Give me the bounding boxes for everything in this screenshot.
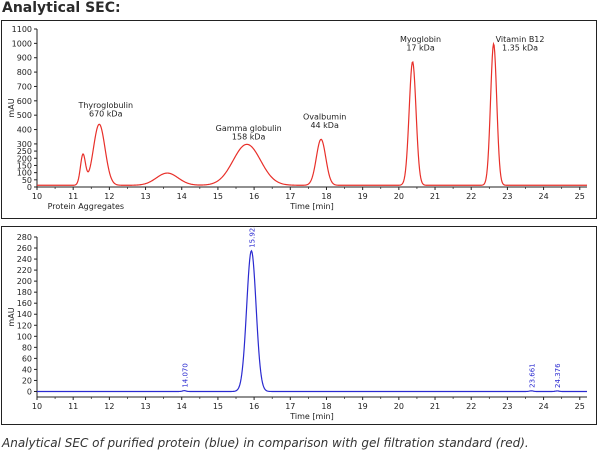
x-tick-label: 12 bbox=[104, 402, 114, 411]
sample-chromatogram: 0 20 40 60 80 100 120 140 160 180 200 220 240 260 280 1… bbox=[7, 227, 587, 421]
y-tick-label: 100 bbox=[17, 169, 32, 178]
x-tick-label: 13 bbox=[140, 402, 150, 411]
x-tick-label: 20 bbox=[394, 402, 404, 411]
x-tick-label: 25 bbox=[575, 192, 585, 201]
y-tick-label: 250 bbox=[17, 147, 32, 156]
x-tick-label: 11 bbox=[68, 192, 78, 201]
y-tick-label: 60 bbox=[22, 354, 32, 363]
x-tick-label: 13 bbox=[140, 192, 150, 201]
peak-annotation: 17 kDa bbox=[406, 44, 435, 53]
x-tick-label: 14 bbox=[177, 402, 187, 411]
standard-chart-panel: 0 50 100 150 200 250 300 400 500 600 700 800 900 1000… bbox=[1, 20, 597, 219]
x-tick-label: 21 bbox=[430, 192, 440, 201]
x-tick-label: 21 bbox=[430, 402, 440, 411]
x-tick-label: 22 bbox=[466, 192, 476, 201]
x-tick-label: 24 bbox=[538, 192, 548, 201]
figure-caption: Analytical SEC of purified protein (blue… bbox=[2, 436, 529, 450]
y-tick-label: 800 bbox=[17, 68, 32, 77]
x-axis-label: Time [min] bbox=[289, 202, 333, 211]
x-tick-label: 18 bbox=[321, 402, 331, 411]
x-tick-label: 19 bbox=[358, 402, 368, 411]
x-tick-label: 17 bbox=[285, 402, 295, 411]
x-tick-label: 15 bbox=[213, 192, 223, 201]
y-tick-label: 120 bbox=[17, 321, 32, 330]
y-tick-label: 600 bbox=[17, 97, 32, 106]
x-tick-label: 15 bbox=[213, 402, 223, 411]
x-tick-label: 23 bbox=[502, 402, 512, 411]
x-axis-label: Time [min] bbox=[289, 412, 333, 421]
x-tick-label: 16 bbox=[249, 402, 259, 411]
y-tick-label: 500 bbox=[17, 111, 32, 120]
y-tick-label: 220 bbox=[17, 266, 32, 275]
y-tick-label: 0 bbox=[27, 183, 32, 192]
x-tick-label: 14 bbox=[177, 192, 187, 201]
y-tick-label: 0 bbox=[27, 387, 32, 396]
y-axis-label: mAU bbox=[7, 98, 16, 117]
retention-time-label: 14.070 bbox=[181, 363, 189, 388]
y-tick-label: 180 bbox=[17, 288, 32, 297]
x-tick-label: 11 bbox=[68, 402, 78, 411]
y-tick-label: 900 bbox=[17, 54, 32, 63]
peak-annotation: 44 kDa bbox=[310, 121, 339, 130]
y-tick-label: 150 bbox=[17, 161, 32, 170]
retention-time-label: 23.661 bbox=[528, 363, 536, 388]
x-tick-label: 17 bbox=[285, 192, 295, 201]
x-tick-label: 23 bbox=[502, 192, 512, 201]
y-tick-label: 40 bbox=[22, 365, 32, 374]
y-tick-label: 700 bbox=[17, 82, 32, 91]
x-tick-label: 20 bbox=[394, 192, 404, 201]
y-axis-label: mAU bbox=[7, 307, 16, 326]
peak-annotation: Protein Aggregates bbox=[48, 202, 124, 211]
y-tick-label: 80 bbox=[22, 343, 32, 352]
retention-time-label: 15.925 bbox=[248, 227, 256, 248]
x-tick-label: 18 bbox=[321, 192, 331, 201]
y-tick-label: 160 bbox=[17, 299, 32, 308]
y-tick-label: 260 bbox=[17, 244, 32, 253]
x-tick-label: 16 bbox=[249, 192, 259, 201]
x-tick-label: 22 bbox=[466, 402, 476, 411]
x-tick-label: 19 bbox=[358, 192, 368, 201]
x-tick-label: 25 bbox=[575, 402, 585, 411]
peak-annotation: Ovalbumin bbox=[303, 112, 346, 121]
y-tick-label: 100 bbox=[17, 332, 32, 341]
peak-annotation: 158 kDa bbox=[232, 133, 266, 142]
y-tick-label: 280 bbox=[17, 233, 32, 242]
y-tick-label: 200 bbox=[17, 154, 32, 163]
y-tick-label: 240 bbox=[17, 255, 32, 264]
x-tick-label: 12 bbox=[104, 192, 114, 201]
peak-annotation: Vitamin B12 bbox=[496, 35, 545, 44]
peak-annotation: Myoglobin bbox=[400, 35, 441, 44]
y-tick-label: 400 bbox=[17, 126, 32, 135]
peak-annotation: Gamma globulin bbox=[216, 124, 282, 133]
peak-annotation: 670 kDa bbox=[89, 110, 123, 119]
x-tick-label: 10 bbox=[32, 192, 42, 201]
series-line-0 bbox=[37, 41, 587, 186]
y-tick-label: 300 bbox=[17, 140, 32, 149]
retention-time-label: 24.376 bbox=[554, 363, 562, 388]
y-tick-label: 200 bbox=[17, 277, 32, 286]
page-heading: Analytical SEC: bbox=[2, 0, 121, 16]
y-tick-label: 140 bbox=[17, 310, 32, 319]
series-line-0 bbox=[37, 249, 587, 393]
y-tick-label: 50 bbox=[22, 176, 32, 185]
y-tick-label: 1100 bbox=[12, 25, 32, 34]
peak-annotation: 1.35 kDa bbox=[502, 44, 538, 53]
x-tick-label: 10 bbox=[32, 402, 42, 411]
y-tick-label: 20 bbox=[22, 376, 32, 385]
peak-annotation: Thyroglobulin bbox=[77, 101, 133, 110]
y-tick-label: 1000 bbox=[12, 39, 32, 48]
sample-chart-panel: 0 20 40 60 80 100 120 140 160 180 200 220 240 260 280 1… bbox=[1, 226, 597, 425]
x-tick-label: 24 bbox=[538, 402, 548, 411]
